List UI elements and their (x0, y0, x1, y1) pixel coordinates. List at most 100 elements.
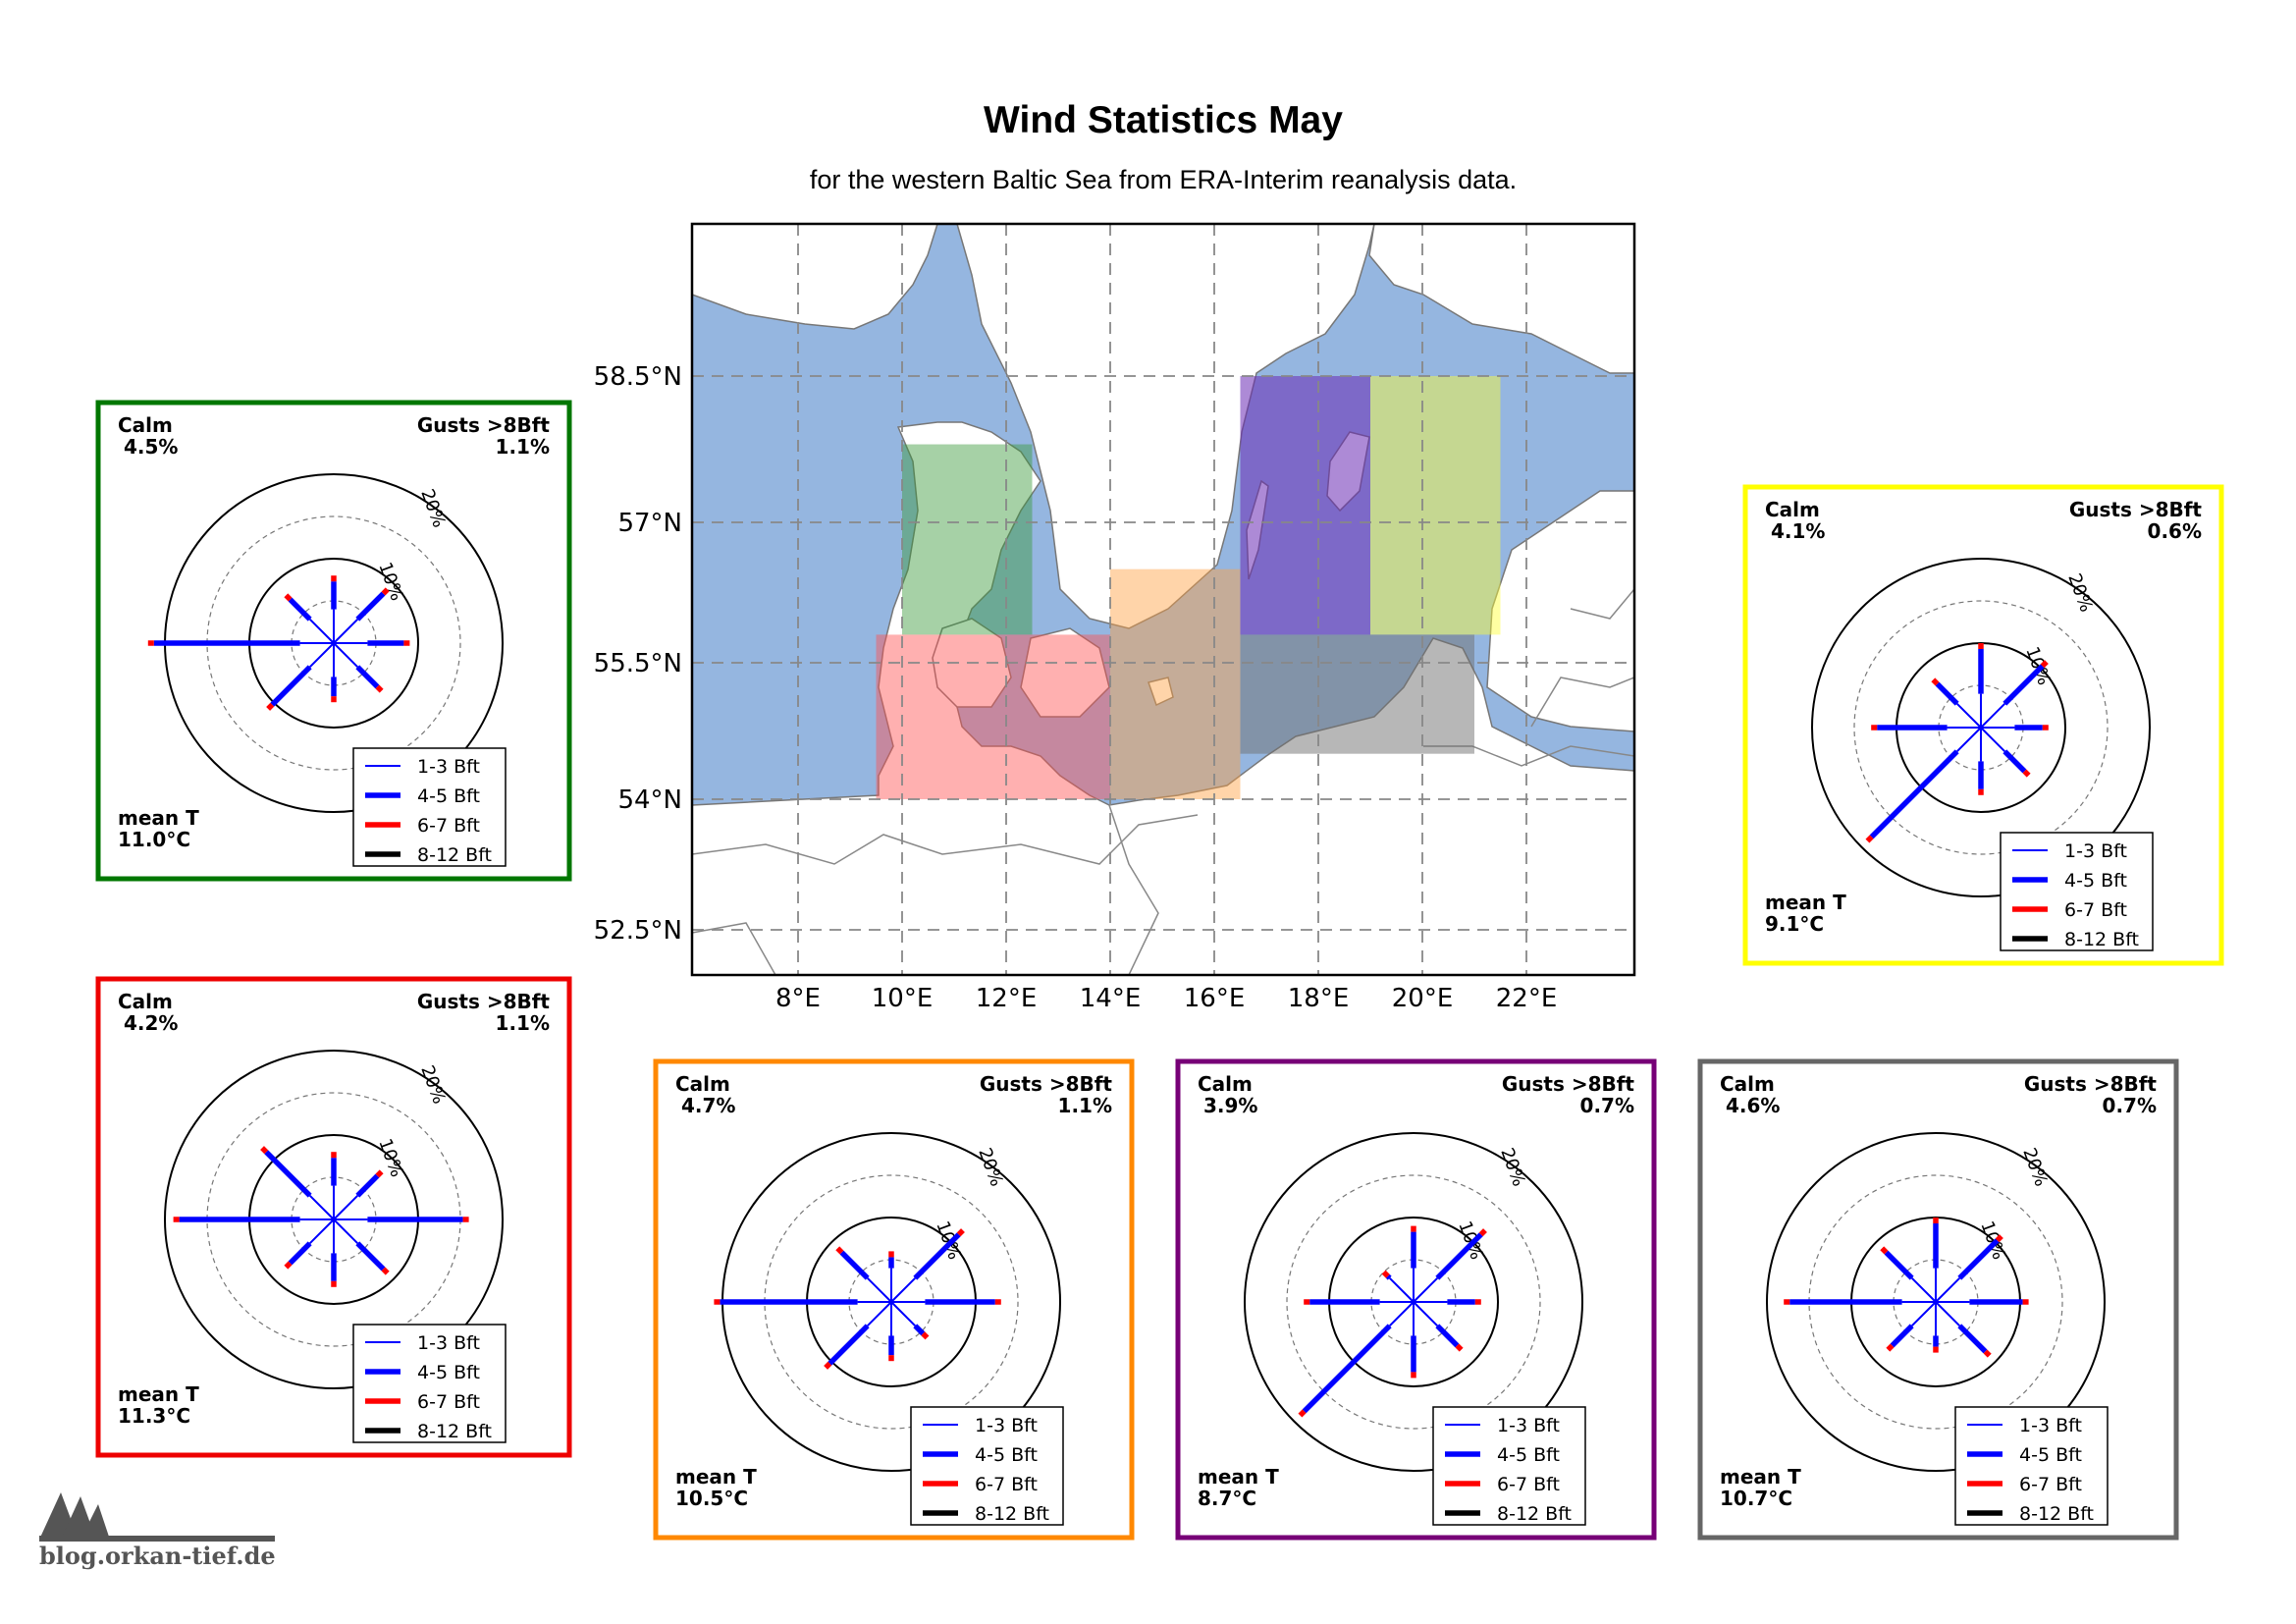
legend-label: 6-7 Bft (417, 1391, 480, 1413)
legend-label: 1-3 Bft (417, 756, 480, 778)
range-ring (1766, 1132, 2106, 1472)
spoke-4-5-bft (288, 597, 312, 622)
spoke-1-3-bft (308, 1194, 335, 1220)
mean-temp-value: 8.7°C (1198, 1487, 1256, 1510)
spoke-1-3-bft (333, 618, 359, 644)
legend-label: 4-5 Bft (2064, 870, 2127, 892)
spoke-1-3-bft (890, 1276, 917, 1303)
gusts-value: 1.1% (496, 435, 550, 459)
spoke-6-7-bft (835, 1246, 844, 1255)
calm-label: Calm (675, 1072, 730, 1096)
legend-label: 6-7 Bft (975, 1474, 1038, 1495)
spoke-6-7-bft (266, 702, 275, 711)
spoke-6-7-bft (824, 1361, 832, 1370)
spoke-1-3-bft (1955, 727, 1982, 753)
spoke-1-3-bft (1955, 702, 1982, 729)
legend-label: 6-7 Bft (2064, 899, 2127, 921)
legend-label: 8-12 Bft (975, 1503, 1049, 1525)
mean-temp-label: mean T (675, 1465, 757, 1489)
calm-label: Calm (118, 990, 173, 1013)
spoke-4-5-bft (288, 1241, 312, 1266)
spoke-1-3-bft (1980, 702, 2006, 729)
legend-box (2000, 832, 2154, 951)
spoke-6-7-bft (1886, 1343, 1895, 1352)
spoke-1-3-bft (1980, 727, 2006, 753)
spoke-6-7-bft (284, 1261, 293, 1270)
legend-label: 4-5 Bft (975, 1444, 1038, 1466)
spoke-6-7-bft (2040, 660, 2049, 669)
spoke-4-5-bft (1869, 749, 1959, 839)
range-ring (1853, 600, 2109, 855)
calm-label: Calm (1765, 498, 1820, 521)
spoke-1-3-bft (333, 1218, 359, 1245)
gusts-label: Gusts >8Bft (417, 990, 551, 1013)
spoke-6-7-bft (381, 1267, 390, 1275)
spoke-4-5-bft (355, 665, 380, 689)
legend-label: 8-12 Bft (2019, 1503, 2094, 1525)
mean-temp-value: 9.1°C (1765, 912, 1824, 936)
spoke-6-7-bft (921, 1331, 930, 1340)
spoke-4-5-bft (1935, 681, 1959, 706)
spoke-4-5-bft (839, 1250, 870, 1280)
gusts-label: Gusts >8Bft (417, 413, 551, 437)
region-box-orange (1110, 568, 1241, 799)
legend-label: 4-5 Bft (1497, 1444, 1560, 1466)
lon-tick-label: 10°E (872, 984, 934, 1013)
longitude-labels: 8°E 10°E 12°E 14°E 16°E 18°E 20°E 22°E (775, 984, 1557, 1013)
lat-tick-label: 54°N (617, 785, 682, 815)
mean-temp-label: mean T (1198, 1465, 1279, 1489)
gusts-value: 1.1% (1058, 1094, 1112, 1117)
spoke-4-5-bft (913, 1232, 961, 1280)
calm-label: Calm (118, 413, 173, 437)
legend-label: 4-5 Bft (417, 785, 480, 807)
legend-label: 1-3 Bft (2064, 840, 2127, 862)
legend-label: 8-12 Bft (417, 844, 492, 866)
gusts-label: Gusts >8Bft (1502, 1072, 1635, 1096)
spoke-4-5-bft (2002, 749, 2027, 774)
legend-box (1432, 1406, 1586, 1526)
calm-value: 4.1% (1771, 519, 1825, 543)
spoke-1-3-bft (308, 1218, 335, 1245)
spoke-4-5-bft (355, 591, 386, 622)
legend-label: 6-7 Bft (1497, 1474, 1560, 1495)
spoke-1-3-bft (1935, 1301, 1961, 1327)
calm-value: 4.2% (124, 1011, 178, 1035)
lon-tick-label: 20°E (1392, 984, 1454, 1013)
spoke-6-7-bft (1880, 1246, 1889, 1255)
spoke-6-7-bft (260, 1146, 269, 1155)
spoke-6-7-bft (375, 684, 384, 693)
legend-label: 8-12 Bft (1497, 1503, 1572, 1525)
spoke-6-7-bft (1478, 1228, 1487, 1237)
spoke-6-7-bft (381, 587, 390, 596)
mean-temp-label: mean T (118, 806, 199, 830)
mean-temp-label: mean T (1765, 891, 1846, 914)
mean-temp-label: mean T (118, 1382, 199, 1406)
region-box-green (902, 444, 1033, 635)
gusts-label: Gusts >8Bft (2069, 498, 2203, 521)
spoke-4-5-bft (1302, 1324, 1392, 1414)
spoke-4-5-bft (1957, 1238, 2000, 1280)
spoke-6-7-bft (1455, 1343, 1464, 1352)
mean-temp-value: 10.5°C (675, 1487, 748, 1510)
lat-tick-label: 52.5°N (594, 916, 682, 946)
lon-tick-label: 14°E (1080, 984, 1142, 1013)
legend-label: 1-3 Bft (417, 1332, 480, 1354)
range-ring (1286, 1174, 1541, 1430)
spoke-6-7-bft (1381, 1270, 1390, 1278)
lon-tick-label: 16°E (1184, 984, 1246, 1013)
legend-label: 1-3 Bft (1497, 1415, 1560, 1436)
spoke-6-7-bft (284, 593, 293, 602)
lon-tick-label: 22°E (1496, 984, 1558, 1013)
legend-box (910, 1406, 1064, 1526)
latitude-labels: 58.5°N 57°N 55.5°N 54°N 52.5°N (594, 362, 682, 946)
spoke-4-5-bft (355, 1241, 386, 1272)
spoke-4-5-bft (270, 665, 312, 707)
lat-tick-label: 57°N (617, 509, 682, 538)
mean-temp-value: 11.0°C (118, 828, 190, 851)
gusts-label: Gusts >8Bft (980, 1072, 1113, 1096)
spoke-4-5-bft (1884, 1250, 1914, 1280)
spoke-6-7-bft (375, 1169, 384, 1178)
